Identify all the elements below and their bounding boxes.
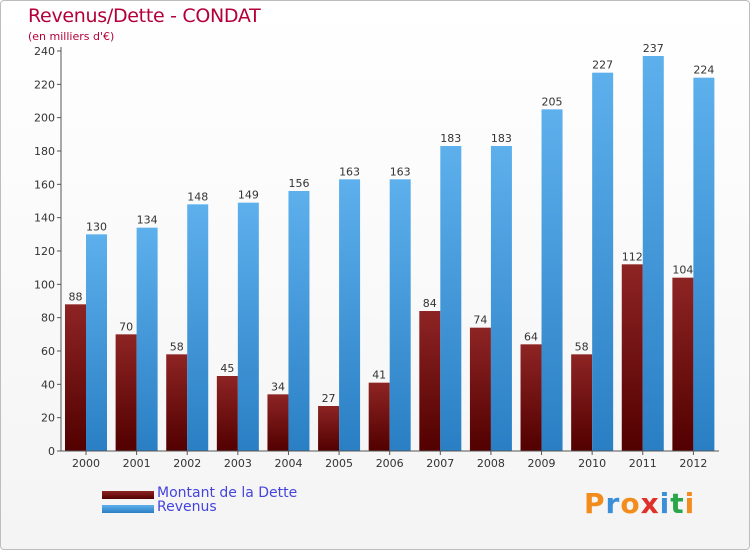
data-label-revenue: 237 xyxy=(643,42,664,55)
brand-logo-letter: t xyxy=(670,487,685,520)
y-tick-label: 40 xyxy=(41,378,55,391)
y-tick-label: 140 xyxy=(34,212,55,225)
x-tick-label: 2007 xyxy=(426,457,454,470)
data-label-debt: 41 xyxy=(372,369,386,382)
bar-debt xyxy=(115,334,137,451)
y-tick-label: 60 xyxy=(41,345,55,358)
y-tick-label: 80 xyxy=(41,312,55,325)
x-tick-label: 2005 xyxy=(325,457,353,470)
x-tick-label: 2003 xyxy=(224,457,252,470)
chart-subtitle: (en milliers d'€) xyxy=(28,30,115,43)
bar-debt xyxy=(672,277,694,451)
bar-revenue xyxy=(389,179,411,452)
data-label-debt: 58 xyxy=(575,340,589,353)
brand-logo-letter: o xyxy=(620,487,641,520)
chart-title: Revenus/Dette - CONDAT xyxy=(28,5,261,27)
x-tick-label: 2006 xyxy=(376,457,404,470)
bar-revenue xyxy=(187,204,209,451)
brand-logo-letter: i xyxy=(659,487,671,520)
data-label-debt: 88 xyxy=(69,290,83,303)
bar-revenue xyxy=(288,191,310,451)
data-label-debt: 84 xyxy=(423,297,437,310)
x-tick-label: 2004 xyxy=(274,457,302,470)
data-label-revenue: 183 xyxy=(491,132,512,145)
bar-revenue xyxy=(136,227,158,451)
bar-debt xyxy=(621,264,643,451)
y-tick-label: 220 xyxy=(34,78,55,91)
legend-label-debt: Montant de la Dette xyxy=(157,485,298,501)
brand-logo-letter: x xyxy=(640,487,660,520)
data-label-debt: 27 xyxy=(322,392,336,405)
data-label-revenue: 148 xyxy=(187,190,208,203)
data-label-debt: 58 xyxy=(170,340,184,353)
x-tick-label: 2000 xyxy=(72,457,100,470)
y-tick-label: 180 xyxy=(34,145,55,158)
bar-revenue xyxy=(86,234,107,451)
bar-revenue xyxy=(693,77,715,452)
bar-debt xyxy=(571,354,593,451)
legend-swatch-debt xyxy=(102,491,154,499)
x-tick-label: 2001 xyxy=(123,457,151,470)
bar-revenue xyxy=(440,146,462,451)
x-tick-label: 2008 xyxy=(477,457,505,470)
legend-swatch-revenue xyxy=(102,505,154,513)
data-label-revenue: 163 xyxy=(339,165,360,178)
data-label-revenue: 130 xyxy=(86,220,107,233)
y-tick-label: 240 xyxy=(34,45,55,58)
bars: 88 130 70 134 58 148 45 149 34 156 27 163 41 163 84 183… xyxy=(65,42,715,452)
data-label-revenue: 227 xyxy=(592,59,613,72)
brand-logo-letter: i xyxy=(684,487,696,520)
data-label-debt: 45 xyxy=(220,362,234,375)
legend-label-revenue: Revenus xyxy=(157,499,217,515)
x-tick-label: 2010 xyxy=(578,457,606,470)
y-axis: 0 20 40 60 80 100 120 140 160 180 200 220 240 xyxy=(34,45,62,458)
bar-debt xyxy=(419,311,441,451)
bar-revenue xyxy=(490,146,512,451)
bar-debt xyxy=(520,344,542,451)
bar-revenue xyxy=(339,179,361,452)
data-label-debt: 104 xyxy=(672,264,693,277)
brand-logo-letter: P xyxy=(584,487,606,520)
x-tick-label: 2002 xyxy=(173,457,201,470)
bar-debt xyxy=(368,382,390,451)
data-label-revenue: 149 xyxy=(238,189,259,202)
y-tick-label: 160 xyxy=(34,178,55,191)
y-tick-label: 100 xyxy=(34,278,55,291)
data-label-debt: 34 xyxy=(271,380,285,393)
bar-revenue xyxy=(642,56,664,451)
x-tick-label: 2011 xyxy=(629,457,657,470)
bar-revenue xyxy=(237,202,259,451)
bar-revenue xyxy=(541,109,563,451)
data-label-revenue: 163 xyxy=(390,165,411,178)
data-label-revenue: 224 xyxy=(693,64,714,77)
y-tick-label: 120 xyxy=(34,245,55,258)
data-label-revenue: 205 xyxy=(542,95,563,108)
bar-debt xyxy=(318,406,340,451)
brand-logo: Proxiti xyxy=(584,487,695,520)
data-label-revenue: 156 xyxy=(288,177,309,190)
x-tick-label: 2009 xyxy=(528,457,556,470)
y-tick-label: 200 xyxy=(34,112,55,125)
brand-logo-letter: r xyxy=(605,487,621,520)
bar-debt xyxy=(267,394,289,451)
bar-revenue xyxy=(592,72,614,452)
y-tick-label: 20 xyxy=(41,412,55,425)
data-label-revenue: 183 xyxy=(440,132,461,145)
bar-debt xyxy=(65,304,86,451)
data-label-debt: 112 xyxy=(622,250,643,263)
data-label-debt: 74 xyxy=(473,314,487,327)
y-tick-label: 0 xyxy=(48,445,55,458)
data-label-debt: 70 xyxy=(119,320,133,333)
data-label-debt: 64 xyxy=(524,330,538,343)
data-label-revenue: 134 xyxy=(137,214,158,227)
bar-debt xyxy=(166,354,188,451)
x-axis: 2000 2001 2002 2003 2004 2005 2006 2007 2008 2009… xyxy=(61,450,719,470)
bar-debt xyxy=(216,376,238,451)
bar-debt xyxy=(469,327,491,451)
x-tick-label: 2012 xyxy=(679,457,707,470)
